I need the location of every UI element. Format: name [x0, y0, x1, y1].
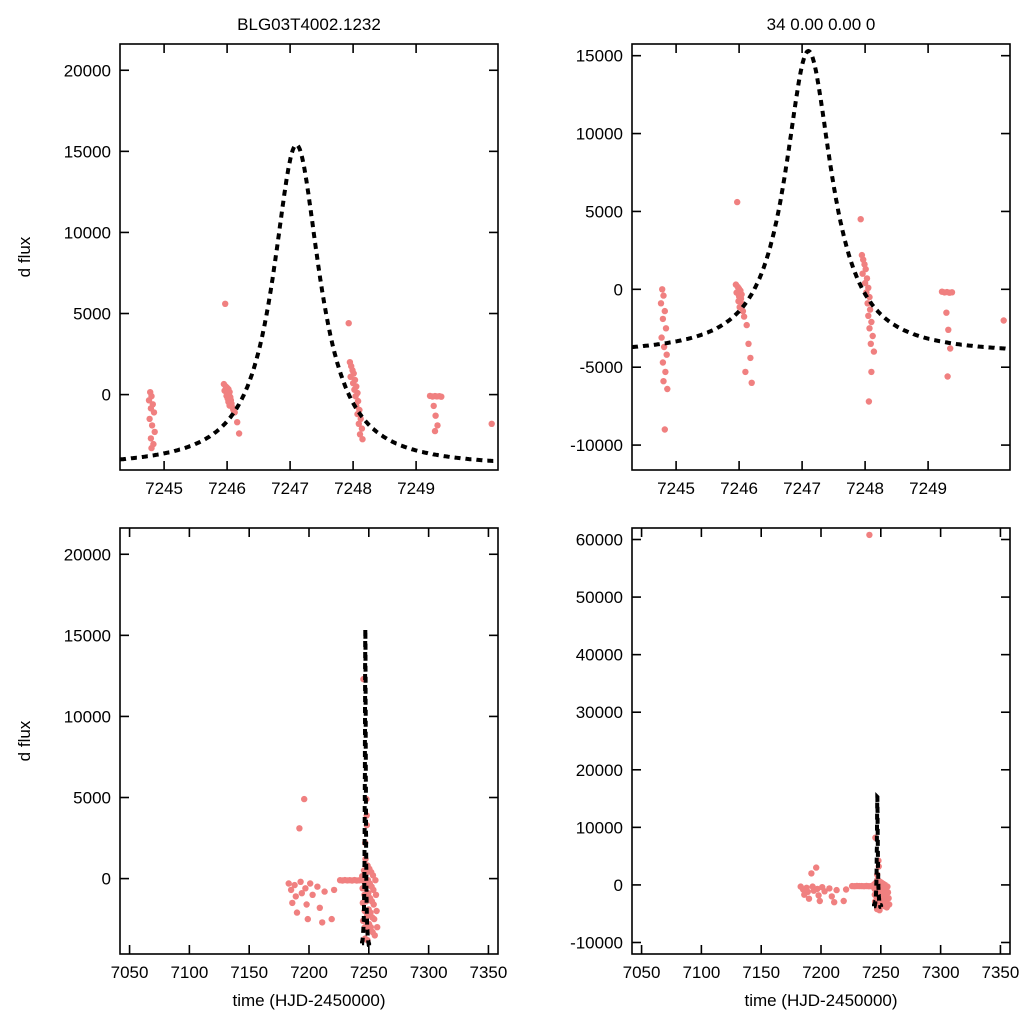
x-tick-label: 7248: [334, 479, 372, 498]
panel-svg-top-left: 7245 7246 7247 7248 7249 0 5000 10000 15000 20000…: [15, 15, 499, 498]
panel-svg-bottom-left: 7050 7100 7150 7200 7250 7300 7350 0 5000 10000 15…: [15, 527, 508, 1010]
x-tick-label: 7249: [397, 479, 435, 498]
axis-ticks: [632, 528, 1010, 954]
x-tick-label: 7050: [623, 963, 661, 982]
x-tick-label: 7249: [909, 479, 947, 498]
panel-top-right: 7245 7246 7247 7248 7249 -10000 -5000 0 5000 1000…: [512, 0, 1024, 512]
model-curve: [120, 142, 498, 464]
x-tick-label: 7247: [271, 479, 309, 498]
y-tick-label: 5000: [73, 305, 111, 324]
axis-ticks: [120, 528, 498, 954]
x-tick-label: 7050: [111, 963, 149, 982]
y-tick-label: 10000: [64, 707, 111, 726]
y-tick-label: 10000: [576, 818, 623, 837]
y-tick-label: 20000: [576, 761, 623, 780]
y-tick-label: 15000: [576, 47, 623, 66]
x-tick-label: 7100: [170, 963, 208, 982]
y-tick-label: 0: [102, 870, 111, 889]
y-tick-label: 5000: [73, 789, 111, 808]
x-tick-label: 7250: [350, 963, 388, 982]
x-tick-label: 7150: [742, 963, 780, 982]
data-points: [797, 531, 893, 914]
plot-frame: [631, 43, 1011, 471]
y-tick-label: 30000: [576, 703, 623, 722]
x-tick-label: 7150: [230, 963, 268, 982]
plot-frame: [119, 527, 499, 955]
x-tick-label: 7247: [783, 479, 821, 498]
y-axis-label: d flux: [15, 720, 34, 761]
panel-svg-top-right: 7245 7246 7247 7248 7249 -10000 -5000 0 5000 1000…: [570, 15, 1011, 498]
plot-frame: [119, 43, 499, 471]
y-tick-label: 10000: [576, 125, 623, 144]
x-tick-label: 7100: [682, 963, 720, 982]
axis-ticks: [120, 44, 498, 470]
y-tick-label: 50000: [576, 588, 623, 607]
x-axis-label: time (HJD-2450000): [232, 991, 385, 1010]
x-tick-label: 7300: [410, 963, 448, 982]
x-tick-label: 7248: [846, 479, 884, 498]
x-tick-label: 7350: [982, 963, 1020, 982]
y-tick-label: 20000: [64, 545, 111, 564]
x-tick-label: 7250: [862, 963, 900, 982]
y-tick-label: 60000: [576, 531, 623, 550]
y-tick-label: -5000: [580, 358, 623, 377]
model-curve: [872, 791, 884, 909]
panel-title: 34 0.00 0.00 0: [767, 15, 876, 34]
y-tick-label: 10000: [64, 223, 111, 242]
y-tick-label: 40000: [576, 646, 623, 665]
y-tick-label: 0: [614, 280, 623, 299]
panel-bottom-left: 7050 7100 7150 7200 7250 7300 7350 0 5000 10000 15…: [0, 512, 512, 1024]
axis-ticks: [632, 44, 1010, 470]
x-tick-label: 7200: [290, 963, 328, 982]
panel-title: BLG03T4002.1232: [237, 15, 381, 34]
y-tick-label: 0: [102, 386, 111, 405]
y-axis-label: d flux: [15, 236, 34, 277]
panel-top-left: 7245 7246 7247 7248 7249 0 5000 10000 15000 20000…: [0, 0, 512, 512]
y-tick-label: 15000: [64, 626, 111, 645]
x-tick-label: 7246: [208, 479, 246, 498]
x-tick-label: 7245: [657, 479, 695, 498]
y-tick-label: -10000: [570, 933, 623, 952]
model-curve: [360, 624, 372, 947]
panel-svg-bottom-right: 7050 7100 7150 7200 7250 7300 7350 -10000 0 10000…: [570, 527, 1020, 1010]
x-tick-label: 7200: [802, 963, 840, 982]
model-curve: [632, 48, 1010, 351]
x-tick-label: 7300: [922, 963, 960, 982]
x-tick-label: 7245: [145, 479, 183, 498]
x-tick-label: 7350: [470, 963, 508, 982]
x-tick-label: 7246: [720, 479, 758, 498]
data-points: [657, 198, 1007, 433]
y-tick-label: 15000: [64, 142, 111, 161]
y-tick-label: -10000: [570, 436, 623, 455]
y-tick-label: 20000: [64, 61, 111, 80]
data-points: [145, 300, 495, 452]
x-axis-label: time (HJD-2450000): [744, 991, 897, 1010]
y-tick-label: 5000: [585, 202, 623, 221]
panel-bottom-right: 7050 7100 7150 7200 7250 7300 7350 -10000 0 10000…: [512, 512, 1024, 1024]
y-tick-label: 0: [614, 876, 623, 895]
